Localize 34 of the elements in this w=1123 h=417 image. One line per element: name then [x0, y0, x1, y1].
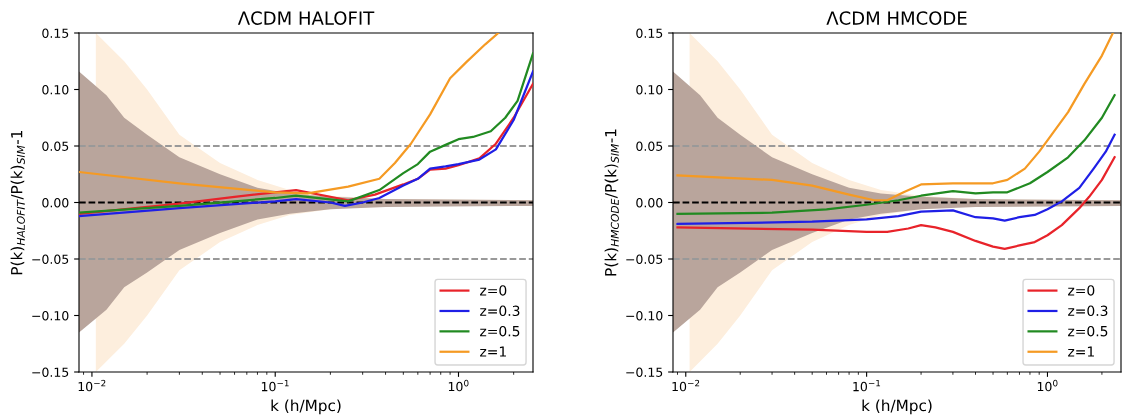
legend-label: z=1	[480, 346, 506, 357]
x-tick-label: 10$^{−2}$	[78, 379, 106, 392]
x-tick-label: 10$^{0}$	[448, 379, 469, 392]
y-tick-label: 0.00	[42, 197, 69, 208]
chart-title: ΛCDM HMCODE	[826, 11, 967, 25]
y-tick-label: −0.05	[32, 254, 69, 264]
y-tick-label: 0.05	[42, 141, 69, 151]
y-tick-label: 0.15	[42, 28, 69, 38]
legend-label: z=0.5	[1068, 325, 1108, 337]
legend-label: z=0	[1068, 285, 1095, 296]
y-tick-label: 0.15	[636, 28, 663, 38]
y-tick-label: −0.15	[626, 367, 663, 377]
y-axis-title: P(k)$_{HALOFIT}$/P(k)$_{SIM}$-1	[10, 130, 25, 275]
legend-label: z=0	[480, 285, 507, 296]
legend-label: z=0.3	[1068, 305, 1108, 317]
legend-label: z=1	[1068, 346, 1094, 357]
y-tick-label: −0.10	[32, 310, 69, 321]
legend-label: z=0.3	[480, 305, 520, 317]
x-axis-title: k (h/Mpc)	[862, 399, 932, 415]
x-axis-title: k (h/Mpc)	[271, 399, 341, 415]
y-tick-label: −0.10	[626, 310, 663, 321]
y-tick-label: −0.05	[626, 254, 663, 264]
y-tick-label: 0.00	[636, 197, 663, 208]
x-tick-label: 10$^{−2}$	[672, 379, 700, 392]
y-tick-label: 0.10	[636, 84, 663, 95]
y-axis-title: P(k)$_{HMCODE}$/P(k)$_{SIM}$-1	[604, 129, 619, 276]
y-tick-label: 0.05	[636, 141, 663, 151]
y-tick-label: −0.15	[32, 367, 69, 377]
x-tick-label: 10$^{−1}$	[853, 379, 881, 392]
legend-label: z=0.5	[480, 325, 520, 337]
y-tick-label: 0.10	[42, 84, 69, 95]
x-tick-label: 10$^{−1}$	[261, 379, 289, 392]
chart-title: ΛCDM HALOFIT	[237, 11, 375, 25]
x-tick-label: 10$^{0}$	[1037, 379, 1058, 392]
